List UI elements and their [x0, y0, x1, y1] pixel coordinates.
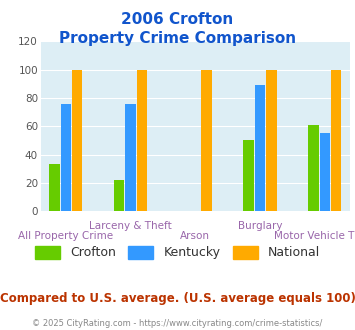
Bar — [255, 85, 265, 211]
Text: © 2025 CityRating.com - https://www.cityrating.com/crime-statistics/: © 2025 CityRating.com - https://www.city… — [32, 319, 323, 328]
Text: Motor Vehicle Theft: Motor Vehicle Theft — [274, 231, 355, 241]
Legend: Crofton, Kentucky, National: Crofton, Kentucky, National — [35, 246, 320, 259]
Text: Compared to U.S. average. (U.S. average equals 100): Compared to U.S. average. (U.S. average … — [0, 292, 355, 305]
Bar — [331, 70, 342, 211]
Text: Property Crime Comparison: Property Crime Comparison — [59, 31, 296, 46]
Bar — [49, 164, 60, 211]
Bar — [243, 140, 254, 211]
Text: Larceny & Theft: Larceny & Theft — [89, 221, 172, 231]
Bar — [202, 70, 212, 211]
Bar — [137, 70, 147, 211]
Bar — [266, 70, 277, 211]
Bar — [114, 180, 124, 211]
Bar — [320, 133, 330, 211]
Text: Burglary: Burglary — [238, 221, 282, 231]
Bar — [72, 70, 82, 211]
Text: Arson: Arson — [180, 231, 210, 241]
Text: 2006 Crofton: 2006 Crofton — [121, 12, 234, 26]
Text: All Property Crime: All Property Crime — [18, 231, 113, 241]
Bar — [125, 104, 136, 211]
Bar — [308, 125, 318, 211]
Bar — [60, 104, 71, 211]
